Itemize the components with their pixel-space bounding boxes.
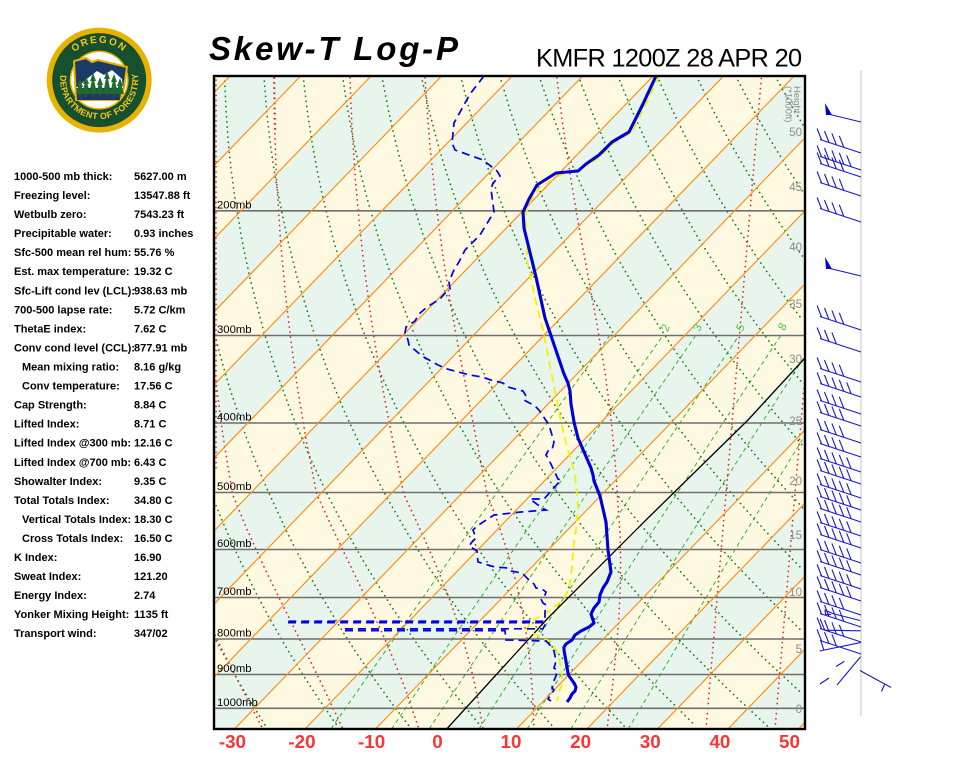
svg-text:18.30 C: 18.30 C xyxy=(134,514,173,526)
svg-text:7.62 C: 7.62 C xyxy=(134,323,166,335)
svg-text:8: 8 xyxy=(776,322,790,332)
svg-text:-30: -30 xyxy=(219,731,246,752)
svg-text:7543.23 ft: 7543.23 ft xyxy=(134,209,184,221)
svg-text:10: 10 xyxy=(789,587,802,599)
svg-text:5: 5 xyxy=(796,644,802,656)
svg-text:Skew-T Log-P: Skew-T Log-P xyxy=(209,30,461,67)
svg-text:Energy Index:: Energy Index: xyxy=(14,590,87,602)
svg-text:8.71 C: 8.71 C xyxy=(134,419,166,431)
svg-text:Transport wind:: Transport wind: xyxy=(14,628,97,640)
svg-text:KMFR 1200Z 28 APR 20: KMFR 1200Z 28 APR 20 xyxy=(536,45,802,73)
svg-text:9.35 C: 9.35 C xyxy=(134,476,166,488)
svg-text:19.32 C: 19.32 C xyxy=(134,266,173,278)
svg-text:-10: -10 xyxy=(358,731,385,752)
svg-text:700mb: 700mb xyxy=(217,586,252,598)
svg-text:40: 40 xyxy=(709,731,730,752)
svg-text:20: 20 xyxy=(789,476,802,488)
svg-text:Sfc-500 mean rel hum:: Sfc-500 mean rel hum: xyxy=(14,247,131,259)
svg-text:5627.00 m: 5627.00 m xyxy=(134,171,187,183)
svg-text:17.56 C: 17.56 C xyxy=(134,381,173,393)
svg-text:Conv cond level (CCL):: Conv cond level (CCL): xyxy=(14,343,135,355)
svg-text:34.80 C: 34.80 C xyxy=(134,495,173,507)
svg-text:25: 25 xyxy=(789,416,802,428)
svg-text:347/02: 347/02 xyxy=(134,628,168,640)
svg-text:700-500 lapse rate:: 700-500 lapse rate: xyxy=(14,304,112,316)
svg-text:12.16 C: 12.16 C xyxy=(134,438,173,450)
svg-text:500mb: 500mb xyxy=(217,481,252,493)
svg-text:Est. max temperature:: Est. max temperature: xyxy=(14,266,130,278)
svg-text:Lifted Index @700 mb:: Lifted Index @700 mb: xyxy=(14,457,131,469)
svg-text:Freezing level:: Freezing level: xyxy=(14,190,90,202)
svg-text:Conv temperature:: Conv temperature: xyxy=(22,381,120,393)
svg-text:Wetbulb zero:: Wetbulb zero: xyxy=(14,209,87,221)
svg-text:15: 15 xyxy=(789,530,802,542)
svg-text:0: 0 xyxy=(796,704,802,716)
svg-text:16.50 C: 16.50 C xyxy=(134,533,173,545)
svg-text:938.63 mb: 938.63 mb xyxy=(134,285,187,297)
svg-text:55.76 %: 55.76 % xyxy=(134,247,175,259)
svg-text:Lifted Index @300 mb:: Lifted Index @300 mb: xyxy=(14,438,131,450)
svg-text:121.20: 121.20 xyxy=(134,571,168,583)
svg-text:Yonker Mixing Height:: Yonker Mixing Height: xyxy=(14,609,129,621)
svg-text:877.91 mb: 877.91 mb xyxy=(134,343,187,355)
svg-text:Cross Totals Index:: Cross Totals Index: xyxy=(22,533,123,545)
svg-text:Sweat Index:: Sweat Index: xyxy=(14,571,81,583)
svg-text:Total Totals Index:: Total Totals Index: xyxy=(14,495,110,507)
svg-text:900mb: 900mb xyxy=(217,663,252,675)
svg-text:600mb: 600mb xyxy=(217,538,252,550)
svg-text:Cap Strength:: Cap Strength: xyxy=(14,400,87,412)
svg-text:8.16 g/kg: 8.16 g/kg xyxy=(134,362,181,374)
svg-text:5.72 C/km: 5.72 C/km xyxy=(134,304,186,316)
svg-text:50: 50 xyxy=(789,127,802,139)
svg-text:3: 3 xyxy=(691,323,705,333)
svg-text:ThetaE index:: ThetaE index: xyxy=(14,323,86,335)
svg-text:8.84 C: 8.84 C xyxy=(134,400,166,412)
svg-text:0.93 inches: 0.93 inches xyxy=(134,228,193,240)
svg-text:Precipitable water:: Precipitable water: xyxy=(14,228,112,240)
svg-text:20: 20 xyxy=(570,731,591,752)
svg-text:50: 50 xyxy=(779,731,800,752)
svg-text:13547.88 ft: 13547.88 ft xyxy=(134,190,191,202)
svg-text:45: 45 xyxy=(789,182,802,194)
svg-text:1135 ft: 1135 ft xyxy=(134,609,169,621)
svg-text:300mb: 300mb xyxy=(217,324,252,336)
svg-text:800mb: 800mb xyxy=(217,628,252,640)
svg-text:Showalter Index:: Showalter Index: xyxy=(14,476,102,488)
svg-text:Sfc-Lift cond lev (LCL):: Sfc-Lift cond lev (LCL): xyxy=(14,285,135,297)
svg-text:1000-500 mb thick:: 1000-500 mb thick: xyxy=(14,171,112,183)
svg-text:6.43 C: 6.43 C xyxy=(134,457,166,469)
svg-text:40: 40 xyxy=(789,242,802,254)
svg-text:Height: Height xyxy=(791,86,802,114)
svg-text:1000mb: 1000mb xyxy=(217,697,258,709)
svg-text:16.90: 16.90 xyxy=(134,552,162,564)
svg-text:400mb: 400mb xyxy=(217,412,252,424)
svg-text:35: 35 xyxy=(789,299,802,311)
svg-text:30: 30 xyxy=(789,354,802,366)
svg-text:Mean mixing ratio:: Mean mixing ratio: xyxy=(22,362,119,374)
svg-text:(*1000ft): (*1000ft) xyxy=(783,86,794,122)
svg-text:2.74: 2.74 xyxy=(134,590,156,602)
svg-text:200mb: 200mb xyxy=(217,199,252,211)
svg-text:Vertical Totals Index:: Vertical Totals Index: xyxy=(22,514,131,526)
svg-text:K Index:: K Index: xyxy=(14,552,57,564)
svg-text:-20: -20 xyxy=(288,731,315,752)
svg-text:0: 0 xyxy=(432,731,442,752)
svg-text:2: 2 xyxy=(659,323,673,334)
svg-text:5: 5 xyxy=(734,323,748,333)
svg-text:Lifted Index:: Lifted Index: xyxy=(14,419,79,431)
svg-text:30: 30 xyxy=(640,731,661,752)
svg-text:10: 10 xyxy=(501,731,522,752)
